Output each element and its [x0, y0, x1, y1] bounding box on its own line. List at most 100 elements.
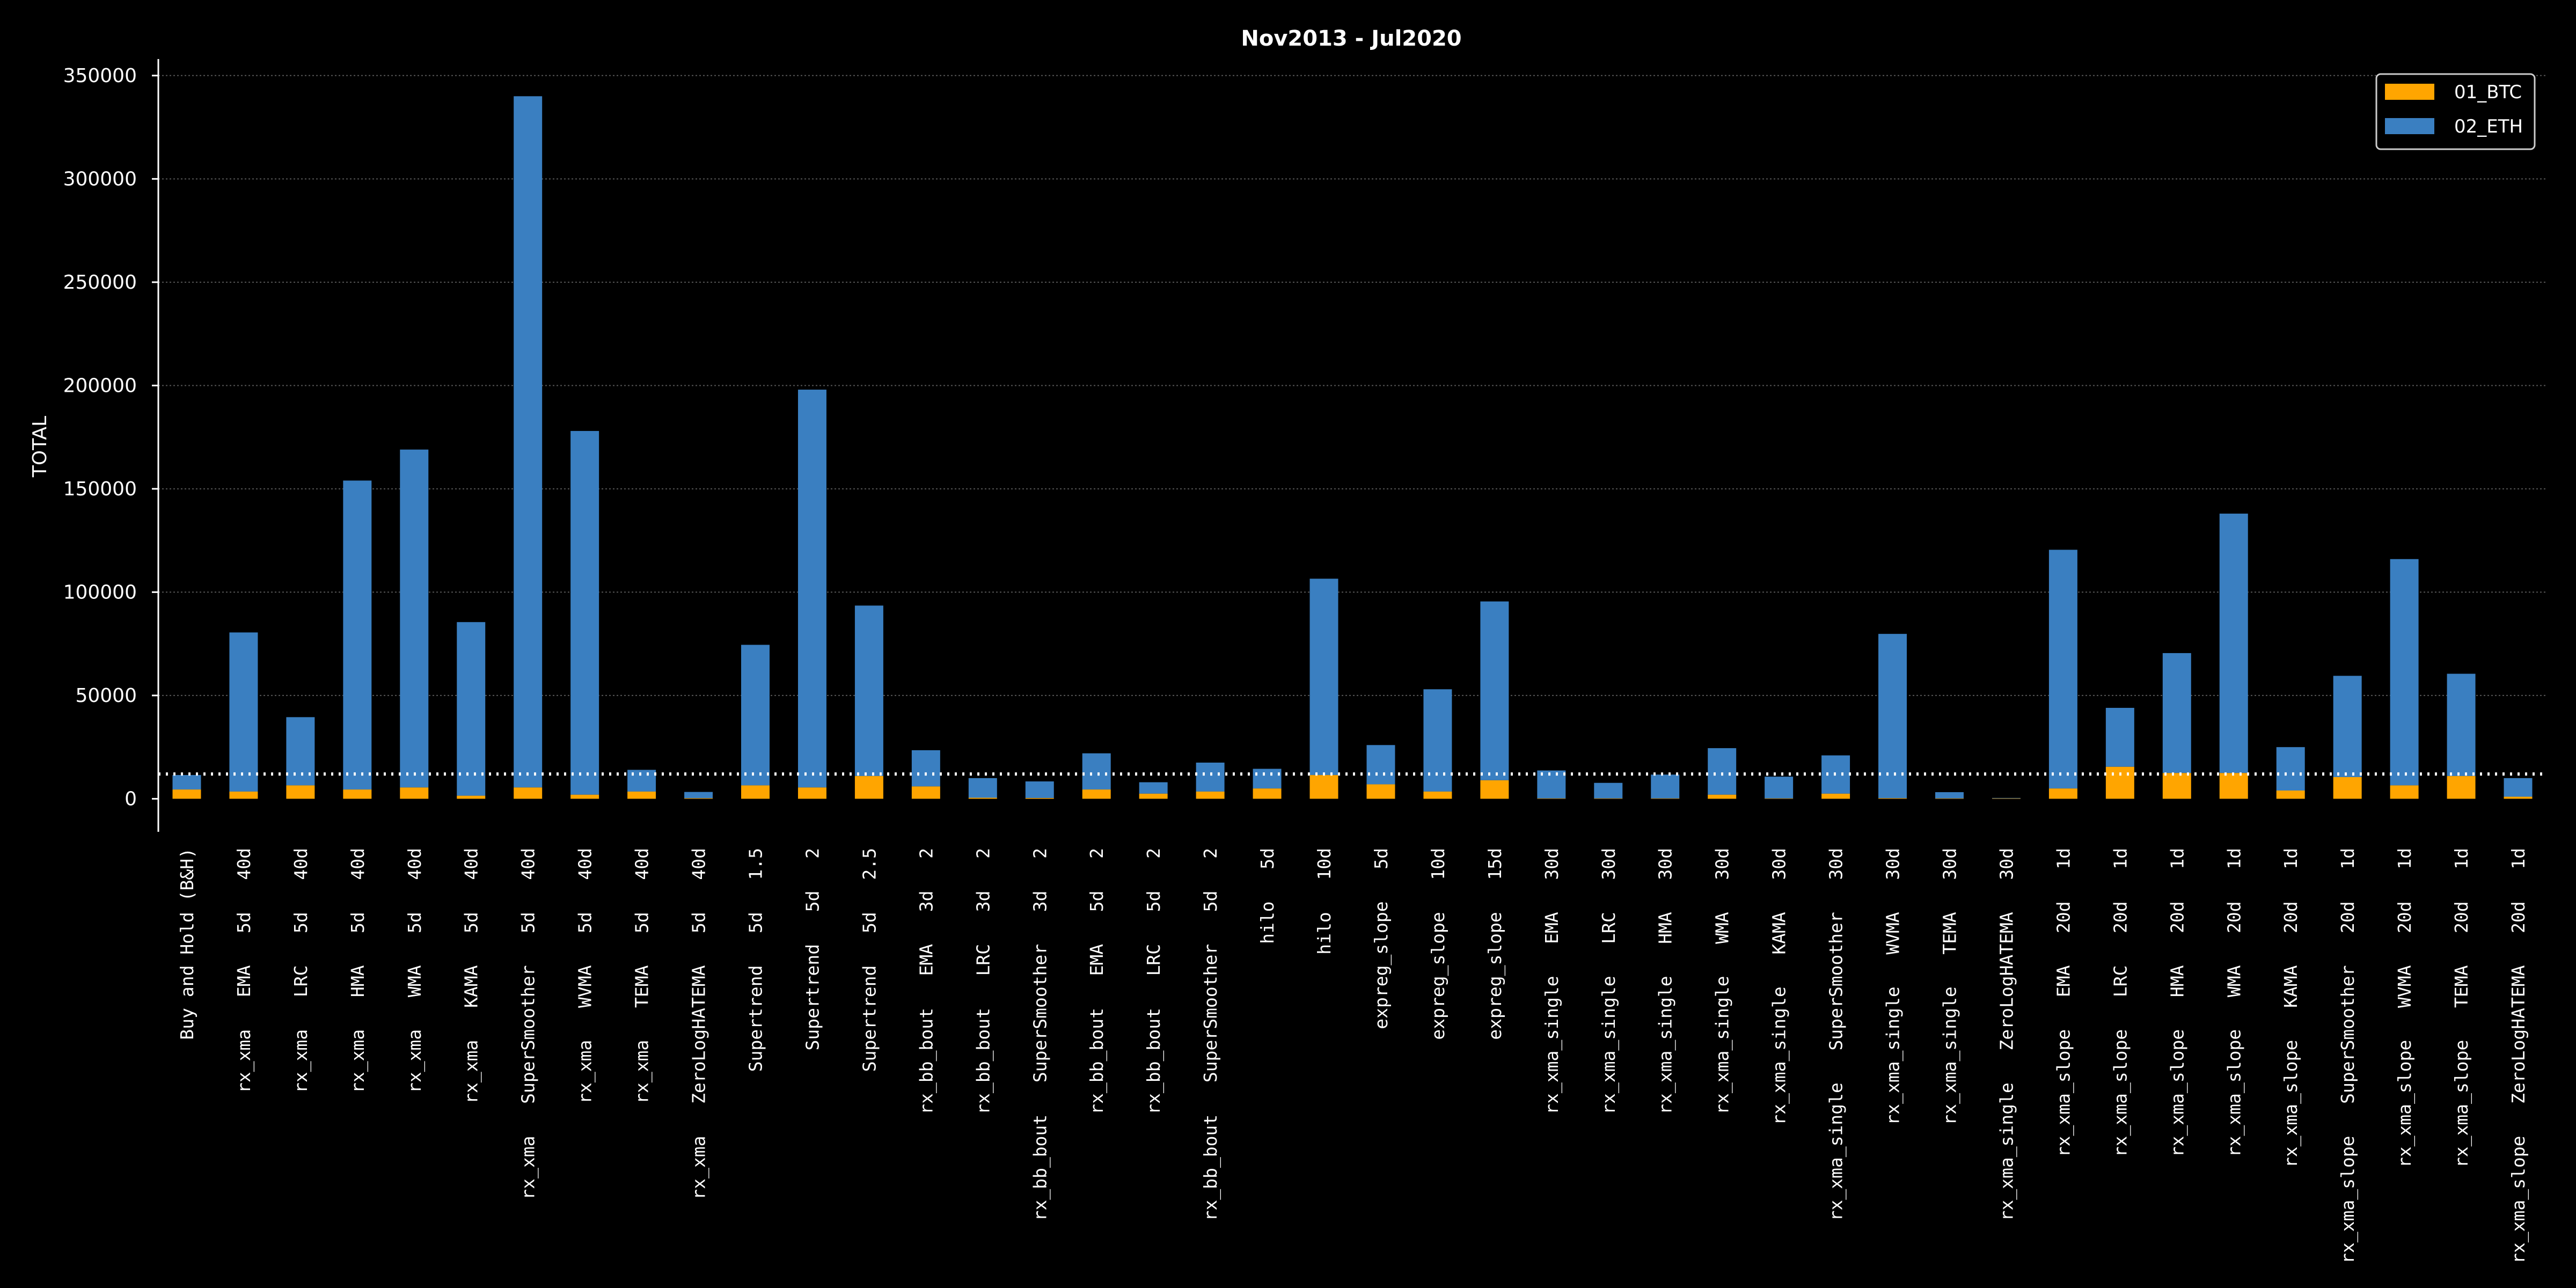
x-tick-label-0: Buy and Hold (B&H) [177, 848, 197, 1040]
bar-eth-31 [1935, 792, 1964, 799]
bar-btc-41 [2504, 796, 2533, 799]
x-tick-label-8: rx_xma TEMA 5d 40d [632, 848, 653, 1104]
bar-btc-20 [1309, 775, 1338, 799]
bar-eth-40 [2447, 674, 2476, 777]
bar-btc-15 [1025, 797, 1054, 799]
x-tick-label-28: rx_xma_single KAMA 30d [1769, 848, 1790, 1125]
legend-swatch-eth [2385, 118, 2434, 134]
legend-swatch-btc [2385, 84, 2434, 100]
bar-btc-35 [2162, 773, 2191, 799]
x-tick-label-41: rx_xma_slope ZeroLogHATEMA 20d 1d [2508, 848, 2529, 1264]
x-tick-label-23: expreg_slope 15d [1484, 848, 1506, 1040]
chart-title: Nov2013 - Jul2020 [1241, 26, 1461, 51]
x-tick-label-2: rx_xma LRC 5d 40d [290, 848, 312, 1093]
x-tick-label-19: hilo 5d [1257, 848, 1278, 944]
bar-eth-38 [2333, 676, 2362, 777]
x-tick-label-32: rx_xma_single ZeroLogHATEMA 30d [1996, 848, 2017, 1221]
bar-btc-17 [1139, 793, 1168, 799]
x-tick-label-7: rx_xma WVMA 5d 40d [575, 848, 596, 1104]
bar-btc-33 [2048, 788, 2077, 799]
bar-btc-37 [2276, 790, 2305, 799]
x-tick-label-14: rx_bb_bout LRC 3d 2 [972, 848, 994, 1115]
bar-btc-14 [968, 797, 997, 799]
x-tick-label-24: rx_xma_single EMA 30d [1541, 848, 1563, 1115]
x-tick-label-15: rx_bb_bout SuperSmoother 3d 2 [1029, 848, 1051, 1221]
x-tick-labels: Buy and Hold (B&H) rx_xma EMA 5d 40d rx_xm… [177, 848, 2529, 1264]
bar-btc-6 [514, 787, 543, 799]
x-tick-label-35: rx_xma_slope HMA 20d 1d [2167, 848, 2188, 1157]
bar-btc-23 [1480, 780, 1509, 799]
x-tick-label-21: expreg_slope 5d [1371, 848, 1392, 1029]
bar-eth-34 [2105, 707, 2134, 767]
bar-eth-36 [2219, 514, 2248, 773]
y-tick-label-4: 200000 [63, 375, 137, 397]
bar-eth-6 [514, 96, 543, 788]
bar-eth-12 [854, 605, 883, 777]
bar-eth-33 [2048, 550, 2077, 789]
bar-eth-3 [343, 480, 372, 790]
bar-btc-11 [797, 787, 826, 799]
bar-btc-19 [1253, 788, 1282, 799]
x-tick-label-5: rx_xma KAMA 5d 40d [461, 848, 482, 1104]
x-tick-label-31: rx_xma_single TEMA 30d [1940, 848, 1961, 1125]
x-tick-label-16: rx_bb_bout EMA 5d 2 [1086, 848, 1108, 1115]
x-tick-label-18: rx_bb_bout SuperSmoother 5d 2 [1200, 848, 1221, 1221]
bar-eth-27 [1708, 748, 1737, 795]
bar-btc-5 [457, 795, 486, 799]
bar-eth-15 [1025, 781, 1054, 798]
bar-eth-25 [1594, 782, 1623, 799]
x-tick-label-26: rx_xma_single HMA 30d [1655, 848, 1677, 1115]
x-tick-label-29: rx_xma_single SuperSmoother 30d [1826, 848, 1847, 1221]
bar-eth-16 [1082, 753, 1111, 790]
bar-btc-12 [854, 776, 883, 799]
bar-eth-9 [684, 792, 713, 799]
bar-eth-28 [1765, 777, 1794, 799]
bar-eth-13 [911, 750, 940, 787]
bar-eth-32 [1992, 797, 2021, 799]
x-tick-label-38: rx_xma_slope SuperSmoother 20d 1d [2337, 848, 2359, 1264]
bar-btc-1 [229, 791, 258, 799]
bar-btc-22 [1423, 791, 1452, 799]
bar-eth-7 [570, 431, 599, 795]
bar-btc-8 [627, 791, 656, 799]
bar-eth-19 [1253, 769, 1282, 789]
y-tick-label-6: 300000 [63, 168, 137, 190]
legend-label-eth: 02_ETH [2454, 116, 2523, 137]
bar-btc-40 [2447, 776, 2476, 799]
bar-eth-35 [2162, 653, 2191, 773]
y-tick-label-3: 150000 [63, 478, 137, 500]
bar-eth-14 [968, 778, 997, 798]
bar-btc-4 [400, 787, 429, 799]
bar-btc-27 [1708, 794, 1737, 799]
bar-eth-39 [2390, 559, 2419, 786]
x-tick-label-6: rx_xma SuperSmoother 5d 40d [518, 848, 539, 1200]
bar-btc-7 [570, 794, 599, 799]
y-axis-label: TOTAL [29, 416, 51, 478]
bar-btc-3 [343, 789, 372, 799]
x-tick-label-39: rx_xma_slope WVMA 20d 1d [2394, 848, 2416, 1168]
x-tick-label-22: expreg_slope 10d [1428, 848, 1449, 1040]
x-tick-label-27: rx_xma_single WMA 30d [1712, 848, 1733, 1115]
x-tick-label-10: Supertrend 5d 1.5 [745, 848, 766, 1072]
x-tick-label-20: hilo 10d [1314, 848, 1335, 955]
legend: 01_BTC 02_ETH [2375, 73, 2536, 150]
x-tick-label-17: rx_bb_bout LRC 5d 2 [1143, 848, 1165, 1115]
x-tick-label-37: rx_xma_slope KAMA 20d 1d [2280, 848, 2302, 1168]
bar-eth-26 [1651, 774, 1680, 799]
x-tick-label-36: rx_xma_slope WMA 20d 1d [2223, 848, 2245, 1157]
bar-btc-18 [1196, 791, 1225, 799]
bar-eth-23 [1480, 601, 1509, 780]
x-tick-label-12: Supertrend 5d 2.5 [859, 848, 880, 1072]
y-tick-label-1: 50000 [75, 685, 137, 707]
bar-eth-11 [797, 390, 826, 788]
bar-eth-22 [1423, 689, 1452, 792]
bar-eth-20 [1309, 579, 1338, 775]
bar-eth-17 [1139, 782, 1168, 794]
bar-eth-4 [400, 449, 429, 788]
bar-btc-34 [2105, 766, 2134, 799]
bar-btc-16 [1082, 789, 1111, 799]
y-tick-label-5: 250000 [63, 272, 137, 294]
x-tick-label-30: rx_xma_single WVMA 30d [1883, 848, 1904, 1125]
